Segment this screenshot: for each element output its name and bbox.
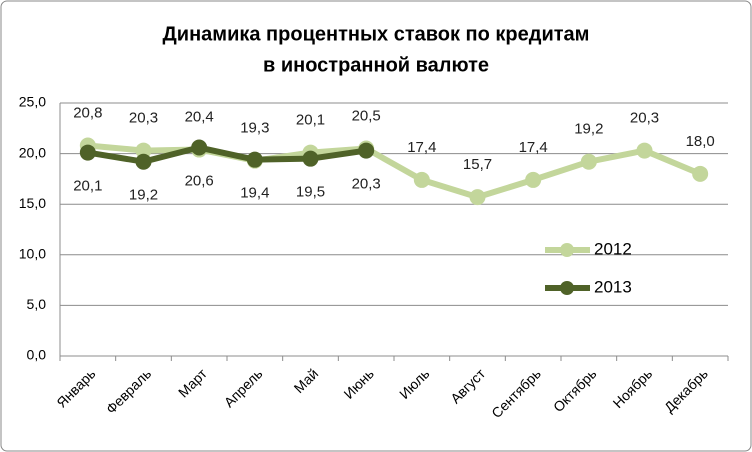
value-label: 20,1 — [73, 178, 102, 195]
value-label: 20,4 — [185, 109, 214, 126]
value-label: 17,4 — [519, 139, 548, 156]
y-tick-label: 15,0 — [19, 195, 46, 211]
y-tick-label: 0,0 — [27, 347, 47, 363]
marker — [525, 171, 542, 188]
y-tick-label: 20,0 — [19, 144, 46, 160]
marker — [302, 150, 319, 167]
legend-marker — [560, 243, 574, 257]
value-label: 20,3 — [129, 110, 158, 127]
value-label: 15,7 — [463, 156, 492, 173]
value-label: 19,3 — [240, 120, 269, 137]
value-label: 20,5 — [352, 108, 381, 125]
marker — [636, 142, 653, 159]
marker — [413, 171, 430, 188]
value-label: 20,8 — [73, 104, 102, 121]
marker — [135, 153, 152, 170]
value-label: 19,5 — [296, 184, 325, 201]
marker — [191, 139, 208, 156]
legend-label: 2013 — [594, 277, 632, 296]
marker — [469, 189, 486, 206]
chart-title: в иностранной валюте — [263, 54, 489, 76]
chart-title: Динамика процентных ставок по кредитам — [163, 23, 590, 45]
legend-marker — [560, 281, 574, 295]
marker — [135, 142, 152, 159]
value-label: 20,3 — [352, 176, 381, 193]
y-tick-label: 10,0 — [19, 246, 46, 262]
value-label: 20,6 — [185, 172, 214, 189]
value-label: 19,2 — [574, 121, 603, 138]
marker — [246, 151, 263, 168]
value-label: 18,0 — [686, 133, 715, 150]
y-tick-label: 5,0 — [27, 296, 47, 312]
legend-label: 2012 — [594, 239, 632, 258]
marker — [580, 153, 597, 170]
marker — [79, 144, 96, 161]
value-label: 20,1 — [296, 112, 325, 129]
marker — [692, 165, 709, 182]
value-label: 19,2 — [129, 187, 158, 204]
series-line — [87, 144, 367, 165]
marker — [358, 142, 375, 159]
value-label: 20,3 — [630, 110, 659, 127]
value-label: 19,4 — [240, 185, 269, 202]
value-label: 17,4 — [407, 139, 436, 156]
y-tick-label: 25,0 — [19, 94, 46, 110]
